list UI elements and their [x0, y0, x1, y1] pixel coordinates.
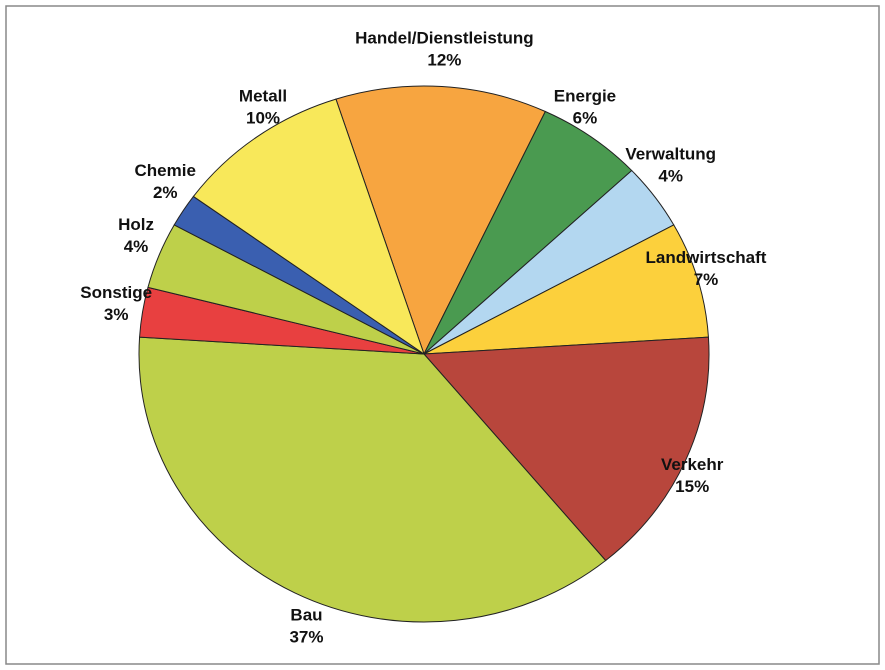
pie-slice: [335, 85, 547, 356]
slice-name: Energie: [554, 86, 616, 105]
slice-name: Chemie: [135, 161, 196, 180]
slice-name: Verwaltung: [625, 144, 716, 163]
slice-name: Verkehr: [661, 455, 724, 474]
pie-slice: [138, 336, 607, 623]
slice-value-label: 37%: [289, 628, 323, 647]
slice-name: Metall: [239, 86, 287, 105]
slice-name: Landwirtschaft: [646, 248, 767, 267]
slice-name: Holz: [118, 215, 154, 234]
slice-value-label: 2%: [153, 183, 178, 202]
pie-slice: [192, 98, 425, 356]
pie-slice: [422, 336, 710, 562]
slice-value-label: 4%: [124, 237, 149, 256]
pie-slice: [423, 224, 709, 355]
slice-value-label: 12%: [427, 51, 461, 70]
slice-value-label: 6%: [573, 108, 598, 127]
slice-value-label: 10%: [246, 108, 280, 127]
slice-name: Sonstige: [80, 283, 152, 302]
slice-value-label: 7%: [694, 270, 719, 289]
slice-name: Handel/Dienstleistung: [355, 29, 534, 48]
slice-value-label: 4%: [658, 166, 683, 185]
slice-value-label: 3%: [104, 305, 129, 324]
slice-name: Bau: [290, 606, 322, 625]
slice-value-label: 15%: [675, 477, 709, 496]
